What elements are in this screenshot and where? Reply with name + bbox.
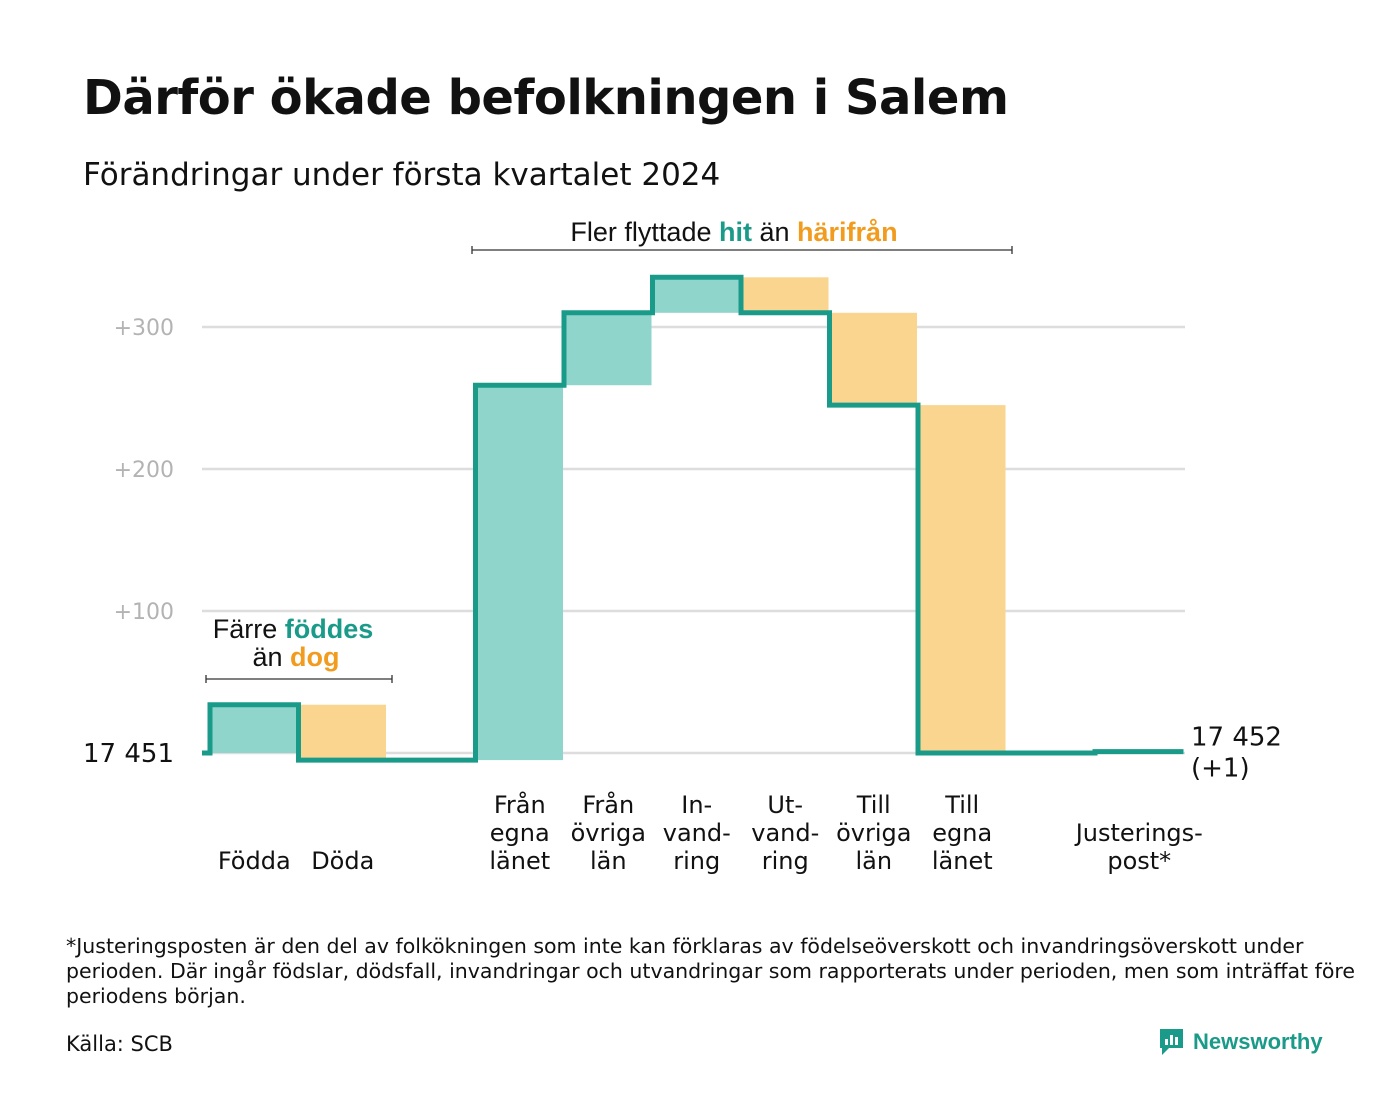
- cumulative-step-line: [202, 274, 1184, 763]
- category-label: Från egna länet: [489, 790, 550, 875]
- category-label: Ut-vand-ring: [751, 791, 819, 875]
- category-label: Födda: [218, 847, 291, 875]
- bar-Till övriga län: [829, 312, 917, 406]
- source-label: Källa: SCB: [66, 1032, 173, 1056]
- waterfall-chart: +300 +200 +100 Födda Döda Från egna länet Från ö…: [83, 217, 1282, 875]
- chart-title: Därför ökade befolkningen i Salem: [83, 70, 1009, 126]
- bar-Döda: [298, 704, 386, 761]
- y-tick-label: +300: [114, 316, 174, 341]
- brand-logo[interactable]: Newsworthy: [1158, 1027, 1323, 1057]
- annotation-births-deaths-line2: än dog: [252, 642, 339, 672]
- annotation-bracket-births-deaths: [205, 675, 393, 683]
- bar-Från övriga län: [564, 312, 652, 386]
- bar-Födda: [210, 704, 298, 753]
- bar-Från egna länet: [475, 385, 563, 761]
- chart-subtitle: Förändringar under första kvartalet 2024: [83, 157, 721, 193]
- annotation-bracket-migration: [471, 246, 1013, 254]
- footnote: *Justeringsposten är den del av folkökni…: [66, 934, 1355, 1008]
- start-value-label: 17 451: [83, 739, 174, 769]
- category-label: Från övriga län: [571, 790, 646, 875]
- annotation-migration: Fler flyttade hit än härifrån: [570, 217, 897, 247]
- bar-In- vand- ring: [652, 277, 740, 313]
- end-value-label: 17 452: [1191, 723, 1282, 753]
- bar-Ut- vand- ring: [741, 277, 829, 313]
- category-label: Döda: [311, 847, 374, 875]
- bar-Till egna länet: [918, 405, 1006, 753]
- annotation-births-deaths: Färre föddes: [213, 614, 374, 644]
- y-tick-label: +200: [114, 458, 174, 483]
- category-label: Till övriga län: [836, 791, 911, 875]
- newsworthy-logo-icon: [1160, 1029, 1183, 1055]
- brand-name: Newsworthy: [1193, 1029, 1323, 1054]
- end-change-label: (+1): [1191, 754, 1250, 784]
- category-label: Till egna länet: [932, 791, 993, 875]
- y-tick-label: +100: [114, 600, 174, 625]
- category-label: Justerings-post*: [1074, 819, 1203, 875]
- category-label: In-vand-ring: [663, 791, 731, 875]
